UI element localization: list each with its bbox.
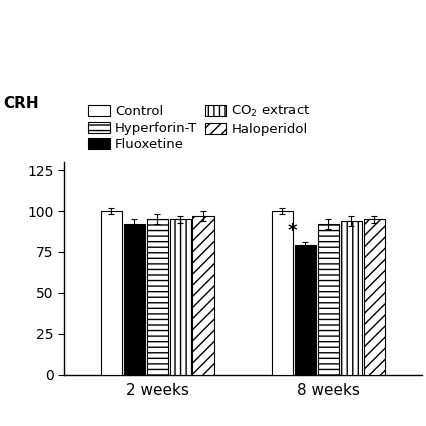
Bar xyxy=(170,219,191,375)
Bar xyxy=(272,211,293,375)
Bar xyxy=(124,224,145,375)
Bar xyxy=(193,216,214,375)
Bar xyxy=(295,245,316,375)
Bar xyxy=(341,221,362,375)
Text: *: * xyxy=(288,222,297,240)
Bar xyxy=(364,219,385,375)
Legend: Control, Hyperforin-T, Fluoxetine, CO$_2$ extract, Haloperidol: Control, Hyperforin-T, Fluoxetine, CO$_2… xyxy=(88,104,311,151)
Bar xyxy=(318,224,339,375)
Bar xyxy=(101,211,122,375)
Text: CRH: CRH xyxy=(3,96,39,111)
Bar xyxy=(147,219,168,375)
